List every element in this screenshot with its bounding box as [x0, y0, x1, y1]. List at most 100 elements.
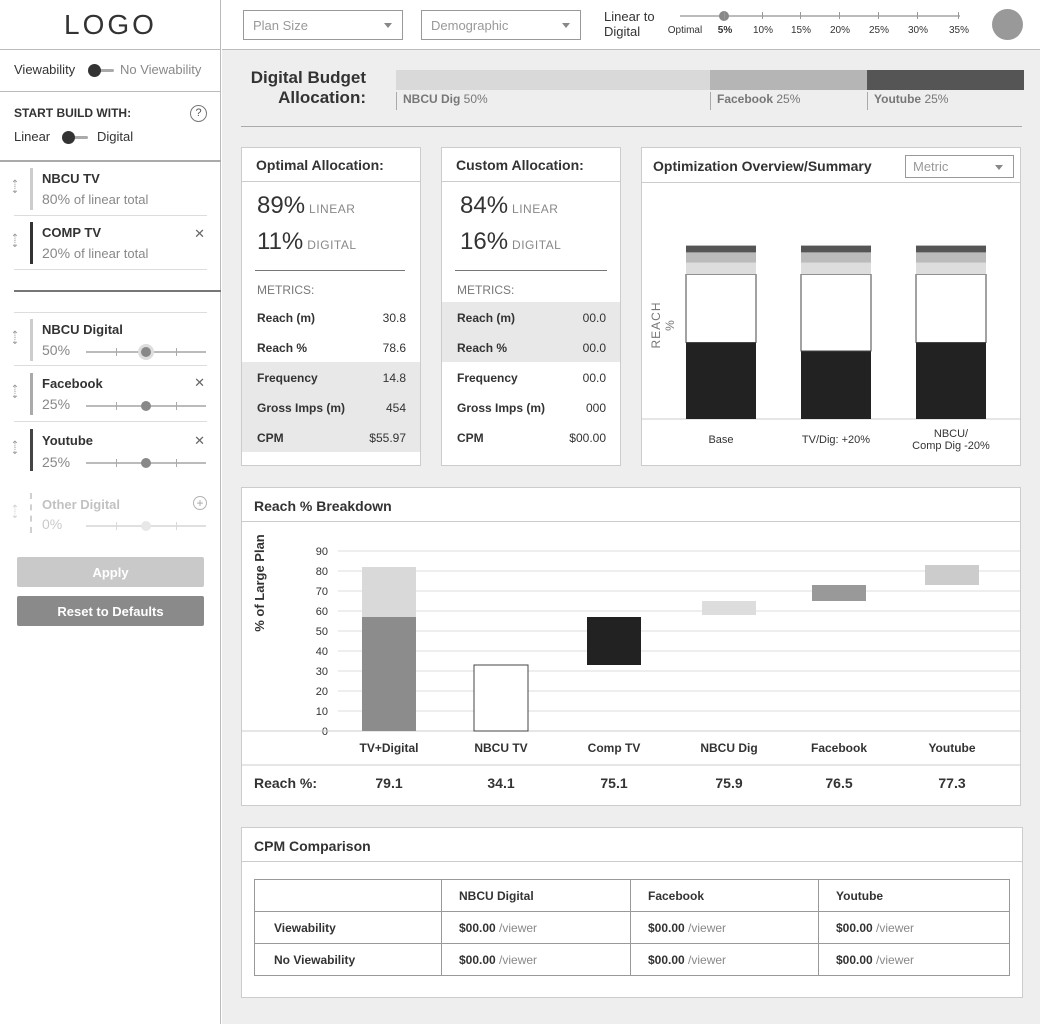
- build-toggle[interactable]: [62, 131, 88, 144]
- reach-value: 79.1: [375, 775, 402, 791]
- divider: [14, 290, 221, 292]
- drag-handle-icon[interactable]: ⇡ ⇣: [10, 330, 20, 347]
- slider-tick: [839, 12, 840, 19]
- slider-tick: [958, 12, 959, 19]
- metric-label: Gross Imps (m): [257, 401, 346, 415]
- drag-handle-icon[interactable]: ⇡ ⇣: [10, 440, 20, 457]
- close-icon[interactable]: ✕: [194, 375, 205, 390]
- divider: [0, 160, 221, 162]
- item-pct: 25%: [42, 396, 71, 412]
- list-item-facebook[interactable]: ⇡ ⇣ Facebook 25% ✕: [11, 367, 207, 422]
- digital-label: DIGITAL: [512, 238, 562, 252]
- metric-row: Reach (m) 00.0: [442, 302, 620, 332]
- budget-segment: [710, 70, 867, 90]
- slider-thumb[interactable]: [141, 458, 151, 468]
- slider-tick-label[interactable]: 30%: [907, 25, 928, 36]
- plan-size-dropdown[interactable]: Plan Size: [243, 10, 403, 40]
- reset-button[interactable]: Reset to Defaults: [17, 596, 204, 626]
- chevron-down-icon: [562, 23, 570, 28]
- close-icon[interactable]: ✕: [194, 433, 205, 448]
- bar-segment: [801, 351, 871, 419]
- y-tick-label: 30: [316, 666, 328, 678]
- slider-thumb[interactable]: [141, 347, 151, 357]
- table-header: Youtube: [818, 879, 1010, 912]
- metric-value: 14.8: [382, 371, 406, 385]
- drag-handle-icon[interactable]: ⇡ ⇣: [10, 504, 20, 521]
- item-pct: 20%: [42, 245, 71, 261]
- y-tick-label: 10: [316, 706, 328, 718]
- add-icon[interactable]: +: [193, 496, 207, 510]
- table-row: No Viewability $00.00 /viewer $00.00 /vi…: [254, 943, 1010, 976]
- item-bar: [30, 429, 33, 471]
- other-digital-slider[interactable]: [86, 521, 206, 531]
- close-icon[interactable]: ✕: [194, 226, 205, 241]
- linear-label: LINEAR: [512, 202, 559, 216]
- cell-value: $00.00: [648, 920, 685, 935]
- card-title: CPM Comparison: [242, 828, 1022, 862]
- linear-to-digital-label: Linear to Digital: [604, 9, 655, 39]
- slider-thumb[interactable]: [141, 521, 151, 531]
- slider-tick-label[interactable]: 20%: [829, 25, 850, 36]
- slider-tick-label[interactable]: 10%: [752, 25, 773, 36]
- item-name: Other Digital: [42, 497, 121, 512]
- metric-dropdown[interactable]: Metric: [905, 155, 1014, 178]
- youtube-slider[interactable]: [86, 458, 206, 468]
- budget-segment: [867, 70, 1024, 90]
- x-tick-label: NBCU/: [934, 428, 969, 440]
- list-item-youtube[interactable]: ⇡ ⇣ Youtube 25% ✕: [11, 423, 207, 479]
- slider-tick-label[interactable]: 15%: [790, 25, 811, 36]
- list-item-other-digital[interactable]: ⇡ ⇣ Other Digital 0% +: [11, 487, 207, 537]
- x-tick-label: TV/Dig: +20%: [802, 434, 870, 446]
- facebook-slider[interactable]: [86, 401, 206, 411]
- table-header: NBCU Digital: [441, 879, 631, 912]
- slider-tick-label[interactable]: 25%: [868, 25, 889, 36]
- plan-size-placeholder: Plan Size: [253, 18, 308, 33]
- item-bar: [30, 222, 33, 264]
- y-tick-label: 40: [316, 646, 328, 658]
- bar-segment: [686, 262, 756, 275]
- logo: LOGO: [0, 0, 221, 50]
- optimization-overview-card: Optimization Overview/Summary Metric REA…: [641, 147, 1021, 466]
- avatar[interactable]: [992, 9, 1023, 40]
- cell-unit: /viewer: [876, 952, 915, 967]
- segment-name: Facebook: [717, 92, 777, 106]
- viewability-label: Viewability: [14, 62, 76, 77]
- cell-value: $00.00: [459, 920, 496, 935]
- demographic-dropdown[interactable]: Demographic: [421, 10, 581, 40]
- divider: [455, 270, 607, 271]
- drag-handle-icon[interactable]: ⇡ ⇣: [10, 233, 20, 250]
- list-item-nbcu-digital[interactable]: ⇡ ⇣ NBCU Digital 50%: [11, 312, 207, 366]
- viewability-toggle[interactable]: [88, 64, 114, 77]
- drag-handle-icon[interactable]: ⇡ ⇣: [10, 179, 20, 196]
- help-icon[interactable]: ?: [190, 105, 207, 122]
- bar-segment: [916, 245, 986, 253]
- no-viewability-label: No Viewability: [120, 62, 202, 77]
- list-item-nbcu-tv[interactable]: ⇡ ⇣ NBCU TV 80% of linear total: [11, 162, 207, 216]
- list-item-comp-tv[interactable]: ⇡ ⇣ COMP TV 20% of linear total ✕: [11, 216, 207, 270]
- budget-segment: [396, 70, 710, 90]
- apply-button[interactable]: Apply: [17, 557, 204, 587]
- cell-unit: /viewer: [499, 952, 538, 967]
- slider-tick-label[interactable]: 35%: [948, 25, 969, 36]
- metric-value: 00.0: [582, 311, 606, 325]
- bar: [362, 617, 416, 731]
- drag-handle-icon[interactable]: ⇡ ⇣: [10, 384, 20, 401]
- nbcu-digital-slider[interactable]: [86, 347, 206, 357]
- reach-label: Reach %:: [254, 775, 318, 791]
- metric-value: 00.0: [582, 371, 606, 385]
- slider-thumb[interactable]: [141, 401, 151, 411]
- slider-tick-label[interactable]: Optimal: [667, 25, 703, 36]
- linear-digital-slider[interactable]: [680, 15, 960, 17]
- metric-value: 000: [585, 401, 606, 415]
- bar-segment: [685, 274, 757, 343]
- overview-chart: Base TV/Dig: +20% NBCU/Comp Dig -20%: [642, 245, 1020, 452]
- x-tick-label: Youtube: [928, 741, 975, 755]
- item-pct: 0%: [42, 516, 63, 532]
- item-name: Facebook: [42, 376, 103, 391]
- table-cell: $00.00 /viewer: [818, 911, 1010, 944]
- cell-value: $00.00: [648, 952, 685, 967]
- bar-segment: [686, 245, 756, 253]
- slider-tick-label[interactable]: 5%: [717, 25, 733, 36]
- item-bar: [30, 493, 32, 533]
- budget-bar: [396, 70, 1024, 90]
